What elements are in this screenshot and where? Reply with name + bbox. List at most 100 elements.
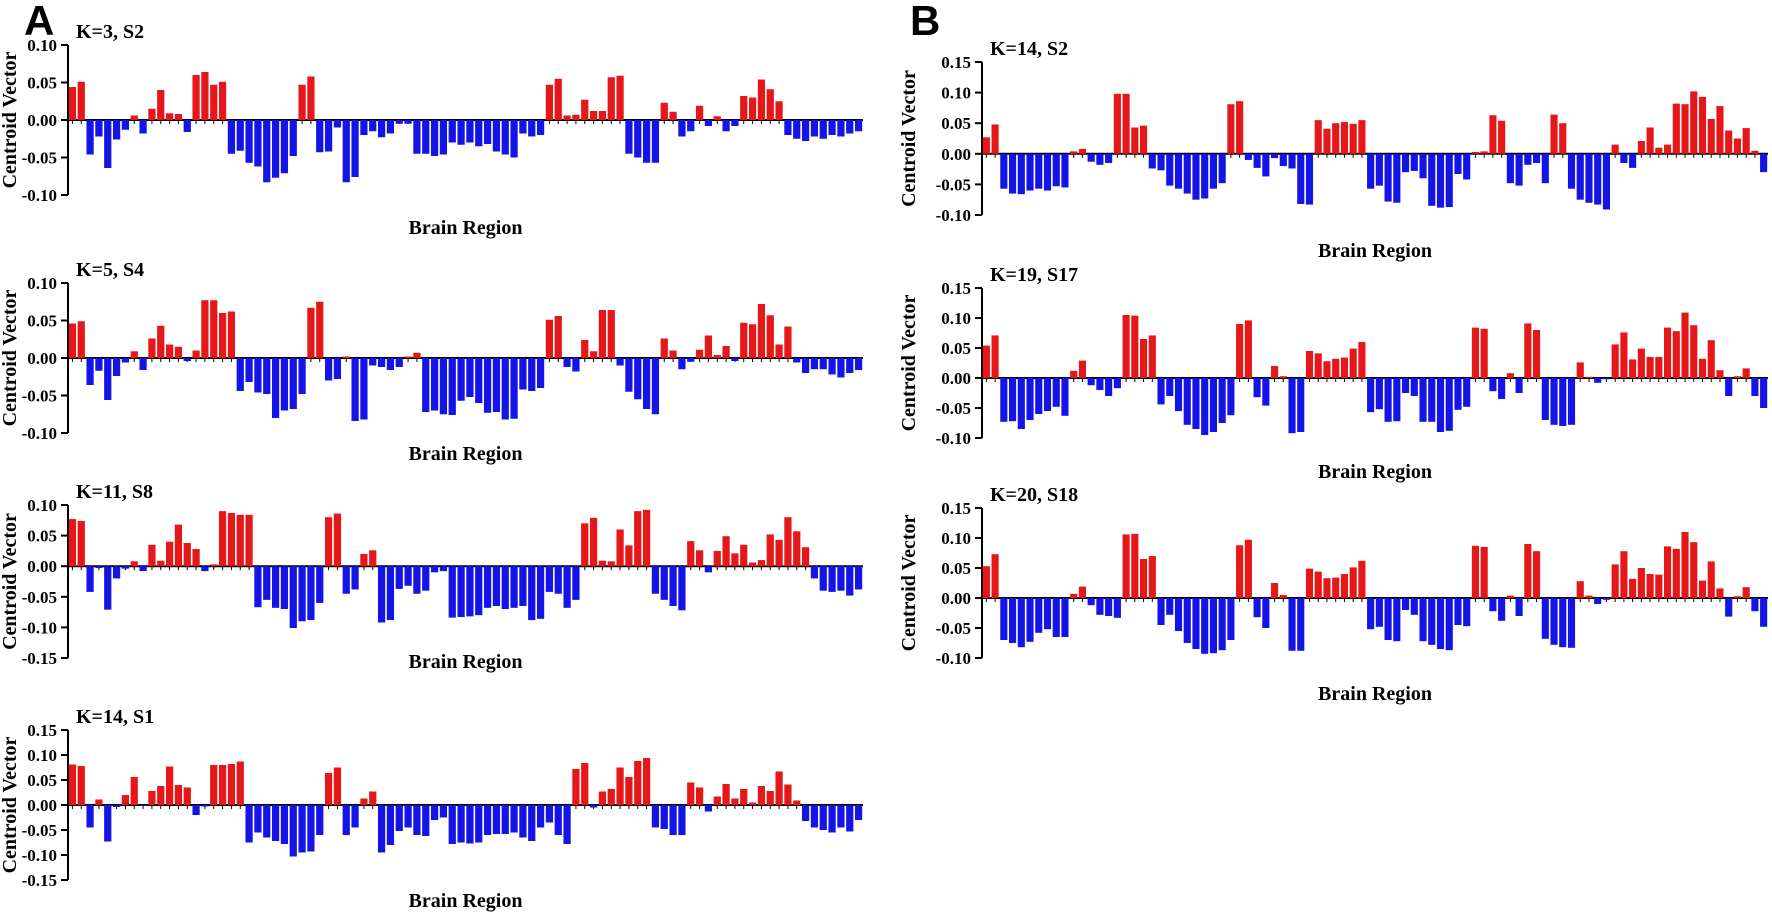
bar-negative xyxy=(1402,598,1410,610)
bar-negative xyxy=(651,358,660,415)
bar-positive xyxy=(1672,103,1680,154)
bar-negative xyxy=(660,805,668,829)
y-tick-label: 0.15 xyxy=(27,721,57,740)
bar-positive xyxy=(982,345,990,378)
bar-negative xyxy=(1297,153,1305,204)
bar-negative xyxy=(448,120,456,143)
bar-negative xyxy=(1602,153,1610,210)
bar-negative xyxy=(1157,153,1165,171)
bar-negative xyxy=(678,805,686,835)
bar-negative xyxy=(1009,153,1017,194)
bar-negative xyxy=(678,120,686,137)
bar-positive xyxy=(1690,325,1698,378)
bar-negative xyxy=(289,566,297,629)
bar-positive xyxy=(148,544,156,567)
bar-negative xyxy=(1393,378,1401,422)
bar-negative xyxy=(1489,378,1497,392)
bar-negative xyxy=(457,805,465,843)
bar-positive xyxy=(77,321,85,358)
bar-negative xyxy=(1009,378,1017,422)
y-tick-label: -0.05 xyxy=(936,175,971,194)
bar-negative xyxy=(333,120,342,128)
bar-positive xyxy=(598,111,607,120)
bar-positive xyxy=(236,514,244,567)
bar-negative xyxy=(316,566,324,603)
bar-positive xyxy=(1340,121,1348,154)
bar-positive xyxy=(545,319,554,358)
bar-negative xyxy=(422,358,430,412)
bar-positive xyxy=(991,124,999,154)
bar-negative xyxy=(510,805,518,833)
bar-negative xyxy=(1567,598,1576,648)
bar-negative xyxy=(536,358,545,388)
bar-positive xyxy=(740,322,748,358)
bar-positive xyxy=(1314,571,1322,598)
bar-negative xyxy=(1760,378,1768,408)
bar-negative xyxy=(810,120,819,137)
bar-positive xyxy=(1340,574,1348,598)
bar-positive xyxy=(598,791,607,805)
bar-positive xyxy=(1244,320,1252,378)
bar-negative xyxy=(1061,378,1069,416)
bar-positive xyxy=(581,99,589,120)
bar-positive xyxy=(121,795,130,805)
y-tick-label: -0.10 xyxy=(22,846,57,865)
bar-negative xyxy=(121,566,130,569)
bar-positive xyxy=(982,137,990,154)
bar-positive xyxy=(1236,324,1244,378)
bar-negative xyxy=(1183,153,1191,194)
bar-positive xyxy=(766,791,774,805)
bar-positive xyxy=(982,566,990,598)
bar-negative xyxy=(377,566,386,623)
bar-negative xyxy=(483,566,492,608)
bar-negative xyxy=(1541,378,1549,420)
bar-positive xyxy=(581,763,589,805)
bar-positive xyxy=(95,799,103,805)
bar-positive xyxy=(1655,357,1663,378)
bar-negative xyxy=(430,566,439,573)
bar-negative xyxy=(1009,598,1017,643)
bar-negative xyxy=(395,805,403,831)
bar-negative xyxy=(298,566,306,622)
bar-negative xyxy=(1541,153,1549,184)
bar-negative xyxy=(1410,378,1418,396)
bar-negative xyxy=(1035,378,1043,414)
bar-negative xyxy=(678,358,686,370)
x-axis-label: Brain Region xyxy=(409,890,523,912)
bar-negative xyxy=(642,120,651,163)
bar-negative xyxy=(1393,598,1401,642)
bar-positive xyxy=(360,553,368,567)
bar-positive xyxy=(1480,547,1488,598)
bar-positive xyxy=(1646,127,1654,154)
bar-negative xyxy=(1384,378,1392,422)
bar-positive xyxy=(713,550,721,567)
bar-negative xyxy=(1052,153,1060,187)
bar-positive xyxy=(157,786,165,805)
y-tick-label: 0.10 xyxy=(941,84,971,103)
bar-positive xyxy=(245,514,253,567)
bar-positive xyxy=(77,766,85,805)
bar-negative xyxy=(1166,153,1174,186)
bar-negative xyxy=(704,566,713,573)
bar-negative xyxy=(669,805,677,835)
bar-negative xyxy=(1288,378,1296,434)
bar-negative xyxy=(1174,153,1183,189)
bar-positive xyxy=(581,340,589,358)
bar-negative xyxy=(112,566,121,579)
bar-positive xyxy=(1140,559,1148,598)
bar-negative xyxy=(413,566,421,594)
bar-positive xyxy=(1140,125,1148,154)
bar-positive xyxy=(1716,588,1724,598)
panel-b-label: B xyxy=(910,0,941,44)
bar-negative xyxy=(528,120,536,137)
bar-negative xyxy=(819,805,827,830)
bar-negative xyxy=(519,358,527,390)
bar-negative xyxy=(192,805,200,815)
bar-positive xyxy=(210,765,218,805)
chart-title: K=3, S2 xyxy=(76,21,144,43)
bar-negative xyxy=(801,805,810,821)
bar-negative xyxy=(86,805,94,828)
bar-positive xyxy=(210,564,218,567)
bar-negative xyxy=(545,566,554,592)
